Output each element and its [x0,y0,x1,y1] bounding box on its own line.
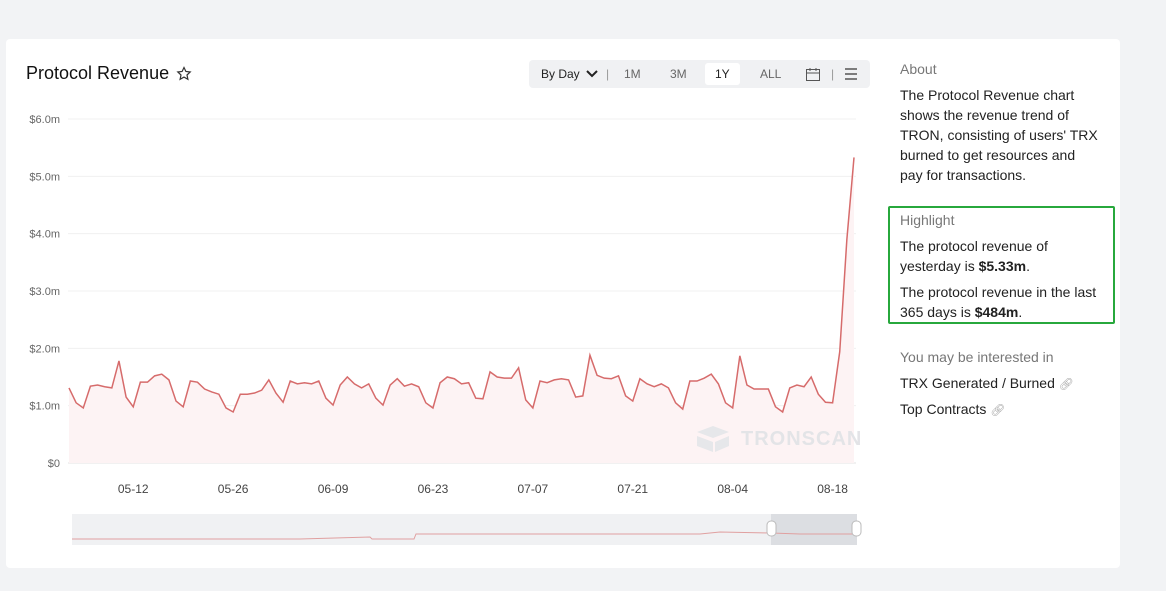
toolbar: By Day | 1M 3M 1Y ALL | [529,60,870,88]
area [69,157,854,463]
x-tick-label: 05-26 [218,482,249,496]
chart: $0 $1.0m $2.0m $3.0m $4.0m $5.0m $6.0m 05-12 05-… [29,114,862,545]
x-tick-label: 06-23 [418,482,449,496]
text: The protocol revenue in the last 365 day… [900,284,1097,320]
y-tick-label: $1.0m [29,401,60,413]
divider: | [831,67,835,81]
x-tick-label: 07-07 [518,482,549,496]
range-button[interactable]: 1Y [705,63,740,85]
value: $484m [974,304,1019,320]
favorite-star[interactable] [176,66,192,82]
y-tick-label: $6.0m [29,114,60,126]
y-tick-label: $0 [48,458,60,470]
highlight-heading: Highlight [900,212,955,228]
x-tick-label: 05-12 [118,482,149,496]
x-tick-label: 07-21 [617,482,648,496]
related-heading: You may be interested in [900,349,1054,365]
value: $5.33m [978,258,1027,274]
link-icon: 🔗︎ [990,403,1006,417]
range-button[interactable]: 3M [670,67,687,81]
page-title: Protocol Revenue [26,63,170,83]
line [68,157,855,414]
navigator[interactable] [72,514,862,545]
x-tick-label: 06-09 [318,482,349,496]
y-tick-label: $4.0m [29,229,60,241]
calendar-icon[interactable] [805,67,821,82]
watermark: TRONSCAN [741,428,862,450]
y-tick-label: $2.0m [29,343,60,355]
link-text[interactable]: Top Contracts [900,401,987,417]
range-button[interactable]: ALL [760,67,782,81]
about-text: The Protocol Revenue chart shows the rev… [900,87,1098,183]
menu-icon[interactable] [844,67,858,81]
link-text[interactable]: TRX Generated / Burned [900,375,1055,391]
watermark-logo [697,426,729,452]
range-button[interactable]: 1M [624,67,641,81]
highlight-box [888,206,1115,324]
text: The protocol revenue of yesterday is [900,238,1048,274]
divider: | [606,67,610,81]
granularity-select[interactable]: By Day [541,67,580,81]
text: . [1018,304,1023,320]
about-heading: About [900,61,937,77]
y-tick-label: $3.0m [29,286,60,298]
highlight-item: The protocol revenue in the last 365 day… [900,282,1115,322]
y-tick-label: $5.0m [29,171,60,183]
x-tick-label: 08-18 [817,482,848,496]
card: Protocol Revenue By Day | 1M 3M 1Y ALL |… [6,39,1120,568]
chevron [586,70,598,78]
link[interactable]: Top Contracts 🔗︎ [900,399,1006,420]
highlight-item: The protocol revenue of yesterday is $5.… [900,236,1090,276]
text: . [1026,258,1030,274]
link-icon: 🔗︎ [1058,377,1074,391]
x-tick-label: 08-04 [717,482,748,496]
link[interactable]: TRX Generated / Burned 🔗︎ [900,373,1074,394]
